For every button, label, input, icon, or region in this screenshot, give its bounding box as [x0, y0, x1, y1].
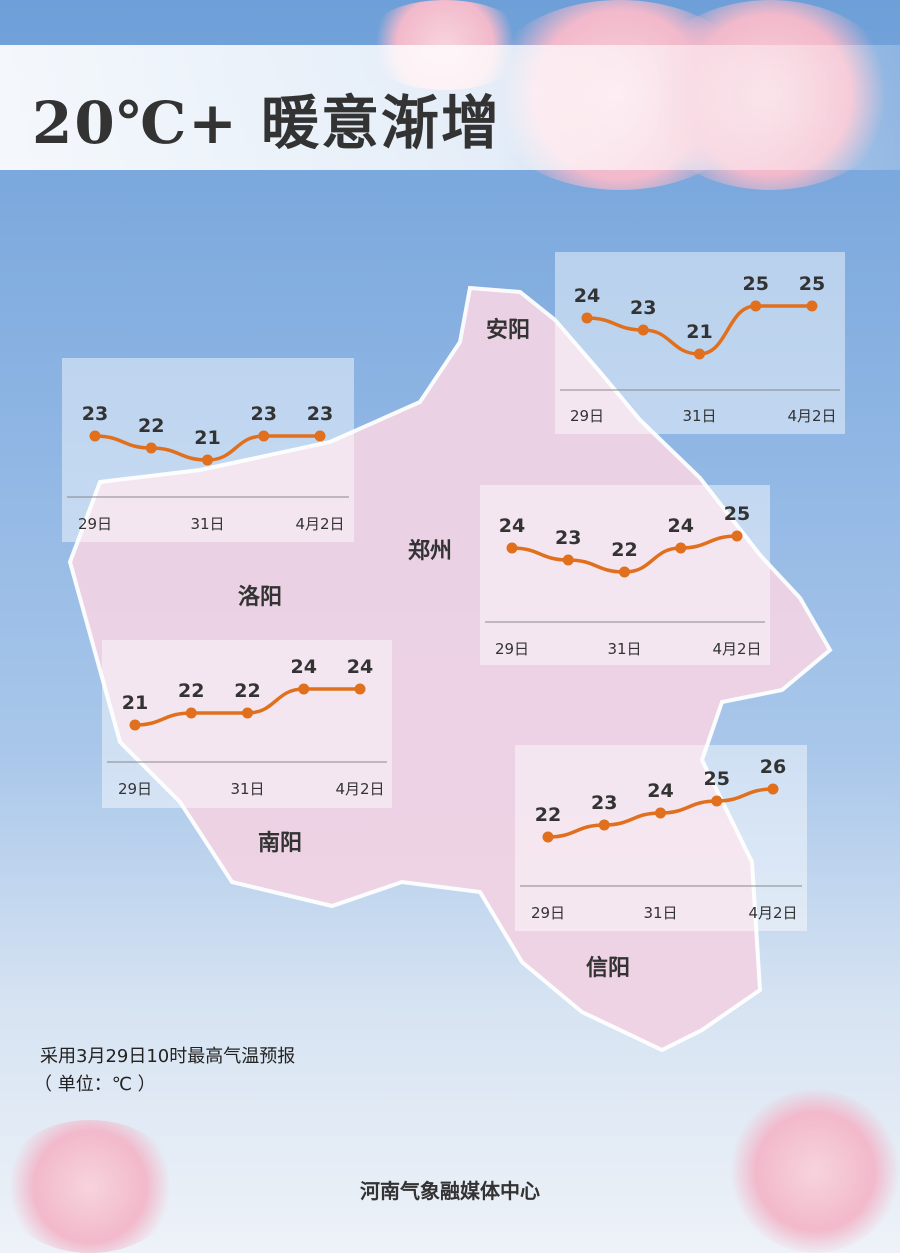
footer-source: 河南气象融媒体中心 [360, 1179, 540, 1203]
temp-point [750, 300, 762, 312]
x-tick-label: 31日 [230, 780, 264, 798]
x-tick-label: 4月2日 [787, 407, 836, 425]
temp-value-label: 24 [574, 285, 600, 307]
temp-value-label: 24 [499, 515, 525, 537]
blossom-decoration [730, 1090, 900, 1253]
x-tick-label: 4月2日 [295, 515, 344, 533]
temp-value-label: 23 [591, 792, 617, 814]
x-tick-label: 29日 [531, 904, 565, 922]
x-tick-label: 29日 [570, 407, 604, 425]
chart-panel [62, 358, 354, 542]
x-tick-label: 4月2日 [712, 640, 761, 658]
temp-point [562, 554, 574, 566]
unit-note: （ 单位：℃ ） [34, 1074, 156, 1095]
temp-value-label: 22 [611, 539, 637, 561]
temp-value-label: 23 [555, 527, 581, 549]
x-tick-label: 29日 [78, 515, 112, 533]
temp-value-label: 25 [704, 768, 730, 790]
temp-value-label: 25 [743, 273, 769, 295]
temp-point [185, 707, 197, 719]
temp-value-label: 21 [194, 427, 220, 449]
temp-point [542, 831, 554, 843]
temp-point [258, 430, 270, 442]
x-tick-label: 31日 [643, 904, 677, 922]
temp-value-label: 23 [82, 403, 108, 425]
x-tick-label: 31日 [190, 515, 224, 533]
temp-point [242, 707, 253, 719]
title-banner [0, 45, 900, 170]
temp-point [129, 719, 141, 731]
temp-point [598, 819, 610, 831]
temp-point [354, 683, 366, 695]
temp-point [145, 442, 157, 454]
page-title: 20℃+ 暖意渐增 [32, 89, 502, 157]
chart-panel [555, 252, 845, 434]
temp-value-label: 22 [178, 680, 204, 702]
temp-chart: 22 23 24 25 26 29日 31日 4月2日 [515, 745, 807, 931]
city-label-zhengzhou: 郑州 [408, 539, 453, 564]
city-label-anyang: 安阳 [486, 318, 531, 343]
x-tick-label: 4月2日 [335, 780, 384, 798]
temp-value-label: 24 [347, 656, 373, 678]
temp-value-label: 26 [760, 756, 786, 778]
temp-chart: 23 22 21 23 23 29日 31日 4月2日 [62, 358, 354, 542]
temp-point [675, 542, 687, 554]
temp-point [619, 566, 630, 578]
x-tick-label: 31日 [607, 640, 641, 658]
temp-value-label: 24 [647, 780, 673, 802]
temp-value-label: 21 [122, 692, 148, 714]
city-label-luoyang: 洛阳 [238, 585, 283, 610]
temp-point [655, 807, 666, 819]
temp-point [694, 348, 705, 360]
temp-point [767, 783, 779, 795]
temp-point [806, 300, 818, 312]
temp-value-label: 22 [138, 415, 164, 437]
temp-value-label: 24 [668, 515, 694, 537]
temp-point [202, 454, 213, 466]
temp-value-label: 22 [234, 680, 260, 702]
temp-chart: 21 22 22 24 24 29日 31日 4月2日 [102, 640, 392, 808]
temp-value-label: 23 [307, 403, 333, 425]
chart-panel [515, 745, 807, 931]
x-tick-label: 4月2日 [748, 904, 797, 922]
temp-point [298, 683, 310, 695]
temp-value-label: 25 [799, 273, 825, 295]
temp-chart: 24 23 22 24 25 29日 31日 4月2日 [480, 485, 770, 665]
temp-point [314, 430, 326, 442]
henan-map [67, 285, 833, 1053]
temp-value-label: 25 [724, 503, 750, 525]
x-tick-label: 29日 [118, 780, 152, 798]
temp-value-label: 24 [291, 656, 317, 678]
temp-value-label: 23 [630, 297, 656, 319]
city-label-nanyang: 南阳 [258, 831, 303, 856]
x-tick-label: 29日 [495, 640, 529, 658]
x-tick-label: 31日 [682, 407, 716, 425]
temp-point [637, 324, 649, 336]
blossom-decoration [0, 1120, 180, 1253]
temp-point [711, 795, 723, 807]
temp-point [581, 312, 593, 324]
temp-point [506, 542, 518, 554]
temp-value-label: 23 [251, 403, 277, 425]
temp-point [731, 530, 743, 542]
temp-point [89, 430, 101, 442]
temp-chart: 24 23 21 25 25 29日 31日 4月2日 [555, 252, 845, 434]
city-label-xinyang: 信阳 [586, 956, 631, 981]
temp-value-label: 22 [535, 804, 561, 826]
forecast-note: 采用3月29日10时最高气温预报 [40, 1046, 296, 1067]
temp-value-label: 21 [686, 321, 712, 343]
